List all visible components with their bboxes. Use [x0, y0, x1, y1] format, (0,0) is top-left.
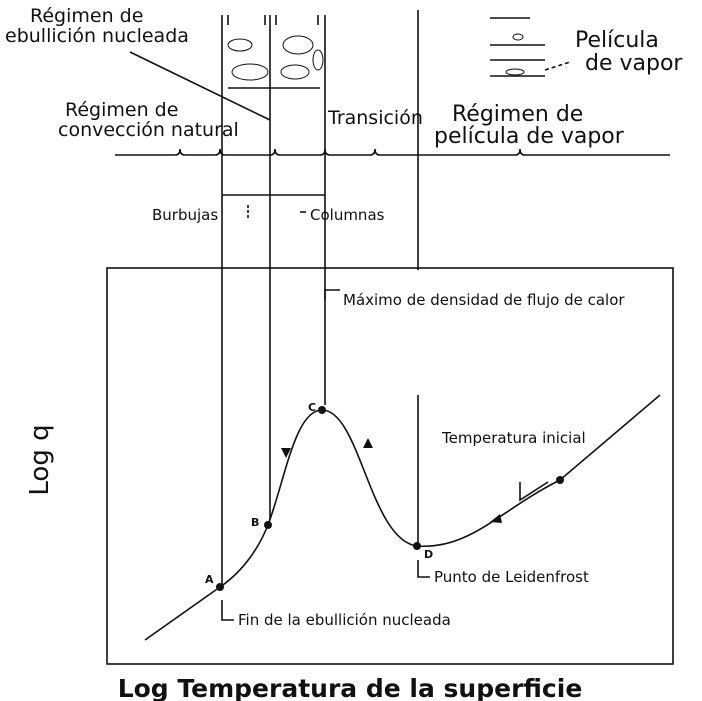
arrow [363, 438, 373, 448]
transition-label: Transición [327, 107, 423, 129]
bubbles-label: Burbujas [152, 206, 218, 224]
point-label: C [308, 401, 316, 414]
natural-convection-label: convección natural [58, 119, 239, 141]
arrow [490, 514, 502, 523]
boiling-curve-diagram: Régimen de ebullición nucleada Película … [0, 0, 702, 701]
vapor-film-label: Película [575, 28, 659, 53]
film-regime-label: película de vapor [434, 124, 625, 149]
vapor-film-label: de vapor [585, 51, 683, 76]
end-nucleate-label: Fin de la ebullición nucleada [238, 611, 451, 629]
nucleate-regime-label: Régimen de [30, 5, 143, 27]
leader [520, 482, 548, 500]
leidenfrost-label: Punto de Leidenfrost [434, 568, 589, 586]
nucleate-regime-label: ebullición nucleada [5, 25, 189, 47]
plot-frame [107, 268, 673, 664]
point-label: B [251, 516, 259, 529]
x-axis-label: Log Temperatura de la superficie [118, 674, 583, 701]
point-label: D [424, 548, 433, 561]
leader [418, 560, 430, 577]
initial-temperature-label: Temperatura inicial [441, 429, 586, 447]
natural-convection-label: Régimen de [65, 99, 178, 121]
leader [222, 600, 234, 620]
point-label: A [205, 573, 214, 586]
max-heat-flux-label: Máximo de densidad de flujo de calor [343, 291, 625, 309]
leader [325, 290, 340, 300]
columns-label: Columnas [310, 206, 385, 224]
y-axis-label: Log q [25, 424, 55, 495]
